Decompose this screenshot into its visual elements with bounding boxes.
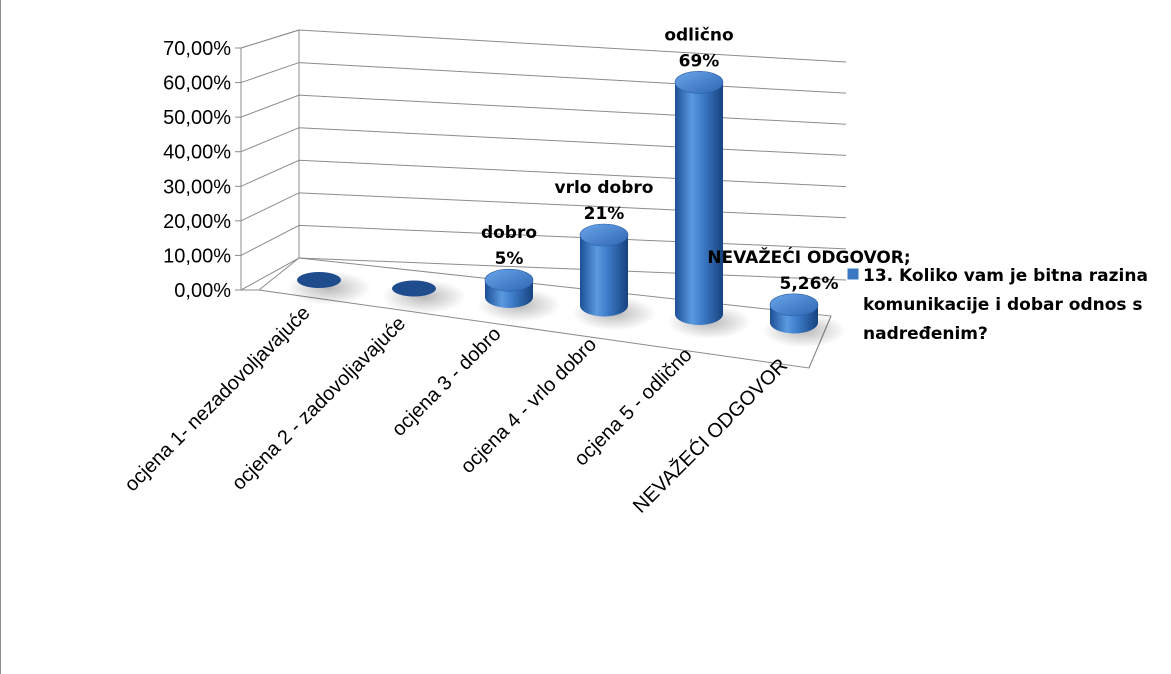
data-label-name: vrlo dobro <box>555 178 654 198</box>
bar <box>477 268 561 322</box>
bar <box>667 71 751 339</box>
bar-top <box>484 268 534 292</box>
x-axis-label: ocjena 1- nezadovoljavajuće <box>121 302 315 496</box>
bar <box>287 271 371 305</box>
gridline <box>240 62 847 94</box>
gridline <box>240 29 847 63</box>
bar-top <box>674 71 724 94</box>
y-tick-label: 50,00% <box>163 107 231 129</box>
bar <box>382 279 466 314</box>
bar-body <box>675 82 723 325</box>
data-labels: dobro 5% vrlo dobro 21% odlično 69% NEVAŽEĆI O… <box>481 25 911 293</box>
data-label-value: 5,26% <box>780 274 839 294</box>
bar-top <box>769 293 819 317</box>
data-label-value: 21% <box>584 204 625 224</box>
data-label-name: dobro <box>481 223 537 243</box>
gridline <box>240 192 847 222</box>
bar-top <box>392 280 436 297</box>
legend: 13. Koliko vam je bitna razina komunikaci… <box>846 266 1148 344</box>
bar-body <box>580 235 628 317</box>
bar <box>762 293 846 348</box>
bar <box>572 223 656 331</box>
x-axis-label: ocjena 5 - odlično <box>570 344 696 470</box>
x-axis-label: ocjena 2 - zadovoljavajuće <box>228 312 410 494</box>
gridline <box>240 224 847 256</box>
bars <box>287 71 846 348</box>
gridline <box>240 257 847 291</box>
y-tick-label: 0,00% <box>174 280 231 302</box>
y-tick-label: 60,00% <box>163 73 231 95</box>
y-tick-label: 20,00% <box>163 211 231 233</box>
bar-top <box>579 223 629 247</box>
data-label-value: 69% <box>679 51 720 71</box>
gridlines <box>235 29 847 291</box>
y-axis-ticks: 0,00% 10,00% 20,00% 30,00% 40,00% 50,00% 60,00… <box>163 38 231 302</box>
data-label-name: odlično <box>664 25 733 45</box>
y-tick-label: 70,00% <box>163 38 231 60</box>
legend-label: nadređenim? <box>863 324 988 344</box>
gridline <box>240 127 847 156</box>
legend-swatch <box>846 267 860 281</box>
y-tick-label: 40,00% <box>163 142 231 164</box>
y-tick-label: 10,00% <box>163 245 231 267</box>
legend-label: komunikacije i dobar odnos s <box>863 295 1143 315</box>
bar-top <box>297 272 341 288</box>
data-label-value: 5% <box>495 249 524 269</box>
y-tick-label: 30,00% <box>163 176 231 198</box>
legend-label: 13. Koliko vam je bitna razina <box>863 266 1148 286</box>
gridline <box>240 94 847 125</box>
x-axis-label: ocjena 3 - dobro <box>388 323 506 441</box>
data-label-name: NEVAŽEĆI ODGOVOR; <box>707 246 910 268</box>
gridline <box>240 159 847 188</box>
